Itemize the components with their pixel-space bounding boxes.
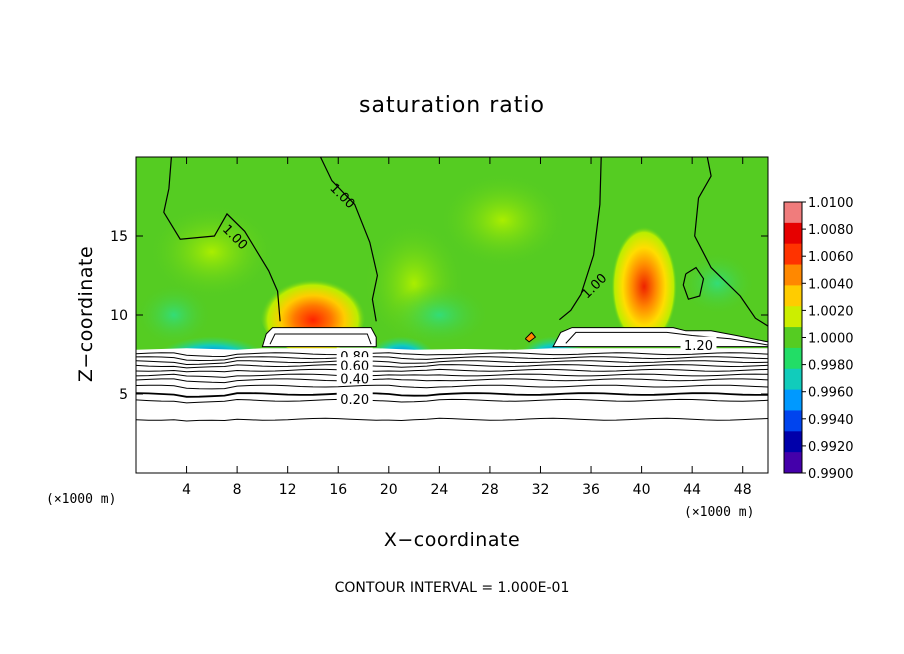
colorbar-label: 1.0000 (808, 332, 854, 347)
field-maximum-1 (611, 226, 677, 347)
contour-label-bg (336, 357, 373, 371)
contour-label-bg (680, 336, 717, 350)
x-tick-label: 20 (380, 482, 398, 498)
colorbar-label: 1.0060 (808, 250, 854, 265)
colorbar-swatch-8 (784, 368, 802, 391)
colorbar-label: 0.9920 (808, 440, 854, 455)
contour-lower-9 (136, 398, 768, 404)
x-axis-unit-left: (×1000 m) (46, 492, 116, 507)
colorbar-label: 1.0100 (808, 196, 854, 211)
colorbar-swatch-5 (784, 306, 802, 328)
contour-lower-8 (136, 392, 768, 398)
cloud-contour-right-inner (565, 331, 768, 346)
colorbar-label: 0.9960 (808, 386, 854, 401)
colorbar-swatch-11 (784, 431, 802, 453)
colorbar-swatch-10 (784, 410, 802, 432)
contour-label: 0.40 (340, 372, 369, 387)
colorbar-swatch-3 (784, 264, 802, 286)
contour-1-00-4 (682, 266, 705, 300)
x-tick-label: 40 (633, 482, 651, 498)
small-cloud (524, 331, 537, 343)
y-tick-label: 10 (110, 308, 128, 324)
contour-lower-3 (136, 364, 768, 369)
y-tick-label: 15 (110, 229, 128, 245)
contour-lower-5 (136, 373, 768, 378)
colorbar-swatch-6 (784, 327, 802, 349)
x-tick-label: 8 (233, 482, 242, 498)
x-axis: 4 8 12 16 20 24 28 32 36 40 44 48 (182, 157, 752, 498)
plot-area: 1.001.001.001.200.800.600.400.20 (136, 157, 768, 473)
contour-lower-7 (136, 384, 768, 390)
x-tick-label: 36 (582, 482, 600, 498)
field-variation-5 (679, 251, 756, 315)
colorbar-swatch-0 (784, 202, 802, 224)
contour-lower-10 (136, 417, 768, 422)
contour-lower-0 (136, 352, 768, 358)
colorbar-swatch-2 (784, 243, 802, 266)
field-variation-2 (439, 172, 566, 268)
cloud-contour-left-inner (269, 333, 372, 345)
y-tick-label: 5 (119, 387, 128, 403)
contour-label-bg (336, 369, 373, 383)
contour-label-group-3: 1.20 (680, 336, 717, 354)
contour-label-group-6: 0.40 (336, 369, 373, 387)
colorbar-swatch-7 (784, 347, 802, 370)
chart-title: saturation ratio (359, 93, 545, 118)
colorbar-label: 1.0080 (808, 223, 854, 238)
colorbar-swatch-9 (784, 389, 802, 411)
contour-1-00-3 (694, 157, 768, 327)
colorbar: 1.0100 1.0080 1.0060 1.0040 1.0020 1.0000 0.99… (783, 196, 854, 482)
contour-lower-4 (136, 368, 768, 373)
colorbar-label: 1.0020 (808, 304, 854, 319)
x-tick-label: 16 (329, 482, 347, 498)
x-tick-label: 48 (734, 482, 752, 498)
contour-label-group-7: 0.20 (336, 390, 373, 408)
contour-label: 1.20 (684, 339, 713, 354)
contour-interval-note: CONTOUR INTERVAL = 1.000E-01 (335, 580, 570, 596)
contour-label: 0.20 (340, 393, 369, 408)
colorbar-label: 0.9940 (808, 413, 854, 428)
contour-1-00-0 (163, 157, 281, 322)
x-tick-label: 32 (532, 482, 550, 498)
x-axis-label: X−coordinate (384, 529, 520, 551)
colorbar-swatch-1 (784, 222, 802, 245)
x-tick-label: 12 (279, 482, 297, 498)
colorbar-swatch-12 (784, 452, 802, 474)
contour-lower-6 (136, 378, 768, 384)
x-axis-unit-right: (×1000 m) (684, 505, 754, 520)
x-tick-label: 28 (481, 482, 499, 498)
cloud-patch-left (261, 327, 377, 348)
y-axis-label: Z−coordinate (75, 246, 97, 382)
dry-layer (136, 348, 768, 473)
contour-lower-2 (136, 360, 768, 366)
colorbar-label: 1.0040 (808, 277, 854, 292)
contour-lower-1 (136, 356, 768, 362)
x-tick-label: 24 (430, 482, 448, 498)
contour-1-00-2 (559, 157, 602, 321)
contour-1-00-1 (319, 157, 379, 322)
y-axis: 5 10 15 (110, 229, 768, 403)
colorbar-swatch-4 (784, 285, 802, 307)
contour-label-bg (336, 390, 373, 404)
colorbar-label: 0.9900 (808, 467, 854, 482)
field-variation-0 (148, 204, 276, 300)
x-tick-label: 44 (683, 482, 701, 498)
x-tick-label: 4 (182, 482, 191, 498)
colorbar-label: 0.9980 (808, 359, 854, 374)
